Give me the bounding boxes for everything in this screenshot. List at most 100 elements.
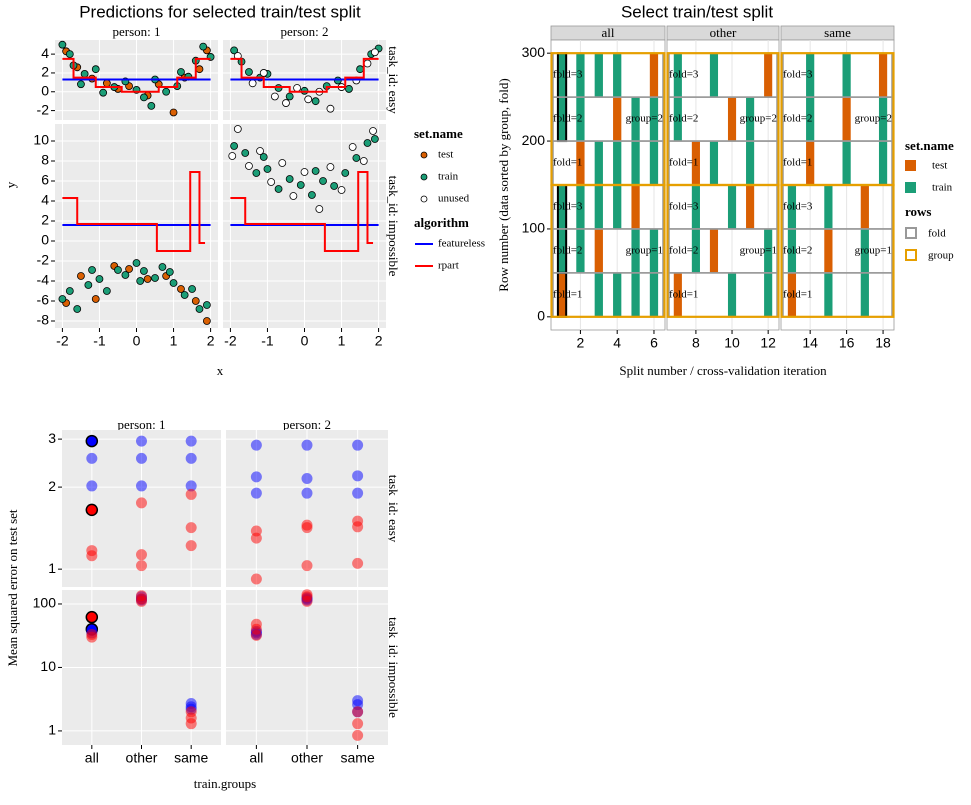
legend-title: algorithm [414,215,469,230]
x-tick-label: same [341,750,375,766]
legend-title: set.name [414,126,463,141]
point [233,125,242,133]
train-tile [613,53,622,98]
fold-label: fold=2 [553,244,582,256]
test-tile [806,141,815,185]
train-tile [594,272,603,317]
train-tile [709,141,719,185]
error-point [136,560,147,572]
legend-marker [420,151,428,159]
group-outline [550,52,666,187]
error-point [250,487,262,499]
strip-label: all [602,25,615,40]
error-point [301,595,313,607]
point [177,285,185,293]
test-tile [746,185,755,229]
group-label: group=1 [740,244,777,256]
error-point [185,480,197,492]
error-point [250,629,262,641]
test-tile [594,228,603,273]
point [300,168,309,176]
y-tick-label: 100 [33,595,57,611]
point [58,295,67,303]
train-tile [842,141,851,185]
point [248,79,257,88]
y-axis-label: Mean squared error on test set [5,509,20,666]
point [102,287,111,295]
error-point [86,550,98,562]
test-tile [824,228,833,273]
error-point [250,532,262,544]
point [65,50,74,59]
point [95,275,104,283]
error-point [352,487,364,499]
point [91,65,100,74]
point [326,104,335,113]
point [369,127,377,135]
error-point [185,718,197,730]
point [352,154,361,162]
point [289,192,298,200]
error-point [185,452,197,464]
point [348,143,357,151]
y-tick-label: -2 [37,252,50,268]
point [58,40,67,49]
point [363,139,372,147]
x-tick-label: 0 [301,333,309,349]
strip-label: same [824,25,851,40]
point [356,65,364,74]
point [370,48,379,57]
error-point [250,573,262,585]
strip-label: person: 1 [112,24,160,39]
point [245,162,253,170]
legend-swatch [905,160,916,171]
point [230,46,239,55]
fold-label: fold=1 [553,288,582,300]
prediction-line [230,57,379,93]
train-tile [727,272,737,317]
point [293,84,301,92]
error-point [250,439,262,451]
point [330,182,339,190]
error-point [136,435,147,447]
point [77,80,85,89]
group-label: group=2 [855,113,892,125]
test-tile [631,185,640,229]
strip-label: person: 1 [117,417,165,432]
point [256,147,264,155]
x-tick-label: 12 [760,335,776,351]
legend-marker [420,195,428,203]
legend-title: rows [905,204,931,219]
error-point [86,452,98,464]
x-tick-label: 2 [207,333,215,349]
point [162,87,171,96]
y-tick-label: 4 [41,192,49,208]
legend-label: test [932,160,947,172]
error-point [85,434,99,448]
point [341,169,350,177]
chart-title: Predictions for selected train/test spli… [79,2,361,21]
group-outline [666,52,780,187]
x-tick-label: 1 [338,333,346,349]
test-tile [860,185,869,229]
error-point [352,470,364,482]
x-tick-label: other [291,750,323,766]
fold-label: fold=1 [783,157,812,169]
y-tick-label: 200 [522,132,546,148]
x-tick-label: 2 [375,333,383,349]
y-tick-label: -2 [37,101,50,117]
point [147,101,156,110]
x-tick-label: 2 [577,335,585,351]
x-tick-label: -1 [93,333,106,349]
fold-label: fold=3 [783,201,813,213]
legend-label: rpart [438,260,459,272]
x-tick-label: all [249,750,263,766]
point [311,167,320,175]
point [202,317,211,325]
y-tick-label: 1 [48,560,56,576]
point [259,153,268,161]
x-tick-label: 1 [170,333,178,349]
x-tick-label: 16 [839,335,855,351]
error-point [352,706,364,718]
